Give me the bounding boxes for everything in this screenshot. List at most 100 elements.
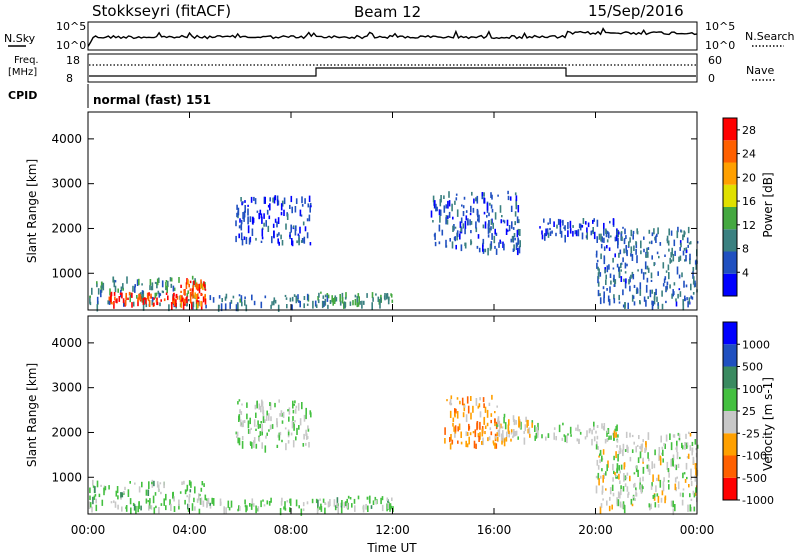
heatmap-cell xyxy=(260,213,263,219)
heatmap-cell xyxy=(645,299,647,307)
heatmap-cell xyxy=(272,223,275,228)
heatmap-cell xyxy=(674,464,677,468)
heatmap-cell xyxy=(620,489,622,496)
heatmap-cell xyxy=(597,266,599,271)
heatmap-cell xyxy=(92,485,95,488)
heatmap-cell xyxy=(134,482,136,485)
heatmap-cell xyxy=(484,221,487,229)
heatmap-cell xyxy=(496,432,499,437)
heatmap-cell xyxy=(283,506,285,510)
heatmap-cell xyxy=(434,200,436,208)
heatmap-cell xyxy=(161,280,164,288)
heatmap-cell xyxy=(602,286,605,290)
heatmap-cell xyxy=(292,416,294,421)
heatmap-cell xyxy=(290,195,293,203)
heatmap-cell xyxy=(549,231,552,236)
heatmap-cell xyxy=(626,249,628,257)
heatmap-cell xyxy=(491,394,493,400)
heatmap-cell xyxy=(519,419,521,423)
heatmap-cell xyxy=(512,418,515,422)
heatmap-cell xyxy=(639,451,642,459)
heatmap-cell xyxy=(578,438,580,444)
heatmap-cell xyxy=(695,263,697,270)
heatmap-cell xyxy=(631,503,634,507)
heatmap-cell xyxy=(230,500,233,508)
heatmap-cell xyxy=(671,247,673,256)
heatmap-cell xyxy=(461,397,464,406)
heatmap-cell xyxy=(663,477,665,482)
heatmap-cell xyxy=(489,427,492,431)
heatmap-cell xyxy=(252,217,255,223)
heatmap-cell xyxy=(202,296,205,303)
heatmap-cell xyxy=(519,229,521,236)
heatmap-cell xyxy=(606,500,608,506)
heatmap-cell xyxy=(198,493,200,501)
heatmap-cell xyxy=(371,302,373,310)
heatmap-cell xyxy=(634,498,636,501)
colorbar-tick-label: -1000 xyxy=(742,494,774,507)
heatmap-cell xyxy=(150,296,152,299)
heatmap-cell xyxy=(287,409,289,412)
heatmap-cell xyxy=(694,475,697,482)
heatmap-cell xyxy=(195,293,198,302)
heatmap-cell xyxy=(129,292,132,296)
heatmap-cell xyxy=(138,501,140,510)
heatmap-cell xyxy=(503,417,505,424)
heatmap-cell xyxy=(362,504,365,513)
heatmap-cell xyxy=(200,283,202,289)
heatmap-cell xyxy=(193,497,195,503)
heatmap-cell xyxy=(668,272,670,280)
heatmap-cell xyxy=(154,292,157,299)
heatmap-cell xyxy=(187,503,189,510)
heatmap-cell xyxy=(195,282,198,290)
heatmap-cell xyxy=(237,401,239,405)
heatmap-cell xyxy=(205,498,208,501)
y-tick-label: 3000 xyxy=(51,381,82,395)
heatmap-cell xyxy=(633,284,636,288)
heatmap-cell xyxy=(576,438,579,442)
power-colorbar-label: Power [dB] xyxy=(761,172,775,237)
heatmap-cell xyxy=(146,292,149,300)
heatmap-cell xyxy=(671,458,674,466)
heatmap-cell xyxy=(225,293,228,299)
heatmap-cell xyxy=(167,280,169,288)
heatmap-cell xyxy=(302,221,305,226)
heatmap-cell xyxy=(626,472,629,476)
heatmap-cell xyxy=(89,502,92,508)
heatmap-cell xyxy=(250,427,252,430)
heatmap-cell xyxy=(97,288,100,295)
heatmap-cell xyxy=(653,228,655,235)
heatmap-cell xyxy=(681,499,684,506)
heatmap-cell xyxy=(255,505,257,514)
heatmap-cell xyxy=(657,271,659,276)
heatmap-cell xyxy=(274,299,277,304)
heatmap-cell xyxy=(473,198,475,204)
heatmap-cell xyxy=(159,482,162,485)
heatmap-cell xyxy=(555,232,557,237)
heatmap-cell xyxy=(478,435,480,442)
heatmap-cell xyxy=(136,295,138,299)
heatmap-cell xyxy=(141,290,144,293)
heatmap-cell xyxy=(472,405,474,413)
heatmap-cell xyxy=(470,412,472,420)
heatmap-cell xyxy=(603,297,605,304)
heatmap-cell xyxy=(664,495,667,501)
heatmap-cell xyxy=(254,198,257,205)
heatmap-cell xyxy=(689,445,692,451)
heatmap-cell xyxy=(654,449,656,456)
heatmap-cell xyxy=(477,405,480,409)
heatmap-cell xyxy=(683,247,686,251)
heatmap-cell xyxy=(633,301,636,306)
heatmap-cell xyxy=(642,466,645,474)
heatmap-cell xyxy=(197,296,200,299)
heatmap-cell xyxy=(630,229,633,237)
heatmap-cell xyxy=(636,255,638,264)
heatmap-cell xyxy=(677,432,680,436)
heatmap-cell xyxy=(603,473,605,479)
heatmap-cell xyxy=(317,296,319,301)
heatmap-cell xyxy=(152,296,154,302)
heatmap-cell xyxy=(648,241,651,244)
heatmap-cell xyxy=(624,449,627,452)
heatmap-cell xyxy=(490,219,493,225)
